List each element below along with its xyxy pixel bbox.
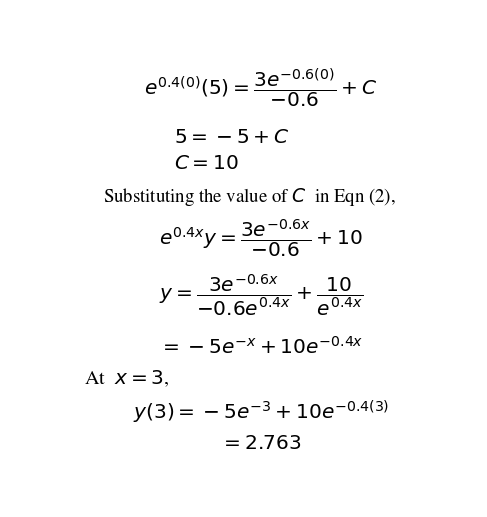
Text: $C=10$: $C=10$ [174,155,239,173]
Text: $=2.763$: $=2.763$ [220,435,301,453]
Text: $e^{0.4x}y=\dfrac{3e^{-0.6x}}{-0.6}+10$: $e^{0.4x}y=\dfrac{3e^{-0.6x}}{-0.6}+10$ [159,218,363,260]
Text: $y(3)=-5e^{-3}+10e^{-0.4(3)}$: $y(3)=-5e^{-3}+10e^{-0.4(3)}$ [133,399,389,426]
Text: $=-5e^{-x}+10e^{-0.4x}$: $=-5e^{-x}+10e^{-0.4x}$ [159,336,363,358]
Text: Substituting the value of $C$  in Eqn (2),: Substituting the value of $C$ in Eqn (2)… [103,187,396,208]
Text: $5=-5+C$: $5=-5+C$ [174,129,290,147]
Text: $y=\dfrac{3e^{-0.6x}}{-0.6e^{0.4x}}+\dfrac{10}{e^{0.4x}}$: $y=\dfrac{3e^{-0.6x}}{-0.6e^{0.4x}}+\dfr… [159,272,363,318]
Text: $e^{0.4(0)}(5)=\dfrac{3e^{-0.6(0)}}{-0.6}+C$: $e^{0.4(0)}(5)=\dfrac{3e^{-0.6(0)}}{-0.6… [144,66,377,110]
Text: At  $x=3$,: At $x=3$, [84,368,169,389]
